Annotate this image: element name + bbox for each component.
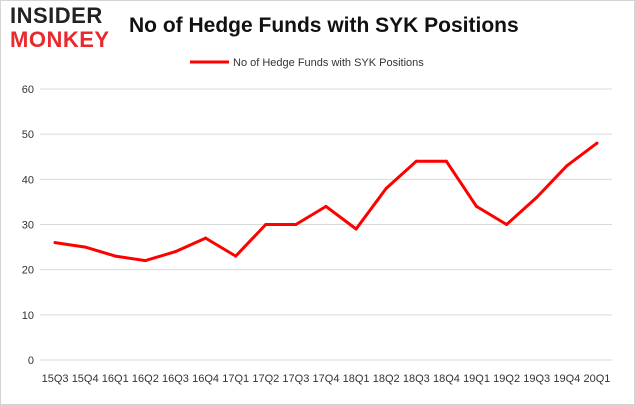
- insider-monkey-logo: INSIDER MONKEY: [10, 5, 120, 53]
- x-tick-label: 17Q1: [222, 373, 249, 385]
- x-tick-label: 16Q2: [132, 373, 159, 385]
- data-point: [505, 223, 509, 226]
- legend: No of Hedge Funds with SYK Positions: [190, 57, 424, 69]
- y-tick-label: 60: [22, 84, 34, 96]
- x-tick-label: 18Q2: [373, 373, 400, 385]
- data-point: [234, 254, 238, 258]
- data-point: [143, 259, 147, 263]
- x-tick-label: 16Q3: [162, 373, 189, 385]
- series-group: [53, 141, 599, 263]
- data-point: [294, 223, 298, 226]
- series-line-0: [53, 141, 599, 263]
- data-point: [565, 164, 569, 168]
- data-point: [354, 227, 358, 231]
- legend-label: No of Hedge Funds with SYK Positions: [233, 57, 424, 69]
- data-point: [595, 141, 599, 145]
- data-point: [113, 254, 117, 258]
- x-tick-label: 17Q3: [282, 373, 309, 385]
- y-tick-label: 50: [22, 129, 34, 141]
- data-point: [384, 186, 388, 190]
- x-tick-label: 18Q4: [433, 373, 460, 385]
- x-axis-ticks: 15Q3 15Q4 16Q1 16Q2 16Q3 16Q4 17Q1 17Q2 17Q3 17Q4…: [42, 373, 611, 385]
- data-point: [324, 204, 328, 208]
- x-tick-label: 18Q3: [403, 373, 430, 385]
- data-point: [535, 195, 539, 199]
- data-point: [204, 236, 208, 240]
- x-tick-label: 16Q1: [102, 373, 129, 385]
- x-tick-label: 15Q4: [72, 373, 99, 385]
- data-point: [83, 245, 87, 249]
- x-tick-label: 20Q1: [583, 373, 610, 385]
- y-axis-ticks: 0 10 20 30 40 50 60: [22, 84, 34, 367]
- y-tick-label: 30: [22, 220, 34, 232]
- x-tick-label: 17Q4: [313, 373, 340, 385]
- data-point: [173, 250, 177, 254]
- x-tick-label: 19Q4: [553, 373, 580, 385]
- data-point: [53, 241, 57, 245]
- logo-line-1: INSIDER: [10, 3, 103, 28]
- x-tick-label: 16Q4: [192, 373, 219, 385]
- data-point: [475, 204, 479, 208]
- data-point: [414, 159, 418, 163]
- chart-title: No of Hedge Funds with SYK Positions: [129, 14, 519, 37]
- x-tick-label: 19Q3: [523, 373, 550, 385]
- data-point: [264, 223, 268, 226]
- x-tick-label: 17Q2: [252, 373, 279, 385]
- x-tick-label: 19Q1: [463, 373, 490, 385]
- y-tick-label: 20: [22, 265, 34, 277]
- x-tick-label: 18Q1: [343, 373, 370, 385]
- data-point: [444, 159, 448, 163]
- y-tick-label: 40: [22, 174, 34, 186]
- y-tick-label: 10: [22, 310, 34, 322]
- grid: [40, 88, 612, 361]
- logo-line-2: MONKEY: [10, 27, 110, 52]
- x-tick-label: 15Q3: [42, 373, 69, 385]
- x-tick-label: 19Q2: [493, 373, 520, 385]
- y-tick-label: 0: [28, 355, 34, 367]
